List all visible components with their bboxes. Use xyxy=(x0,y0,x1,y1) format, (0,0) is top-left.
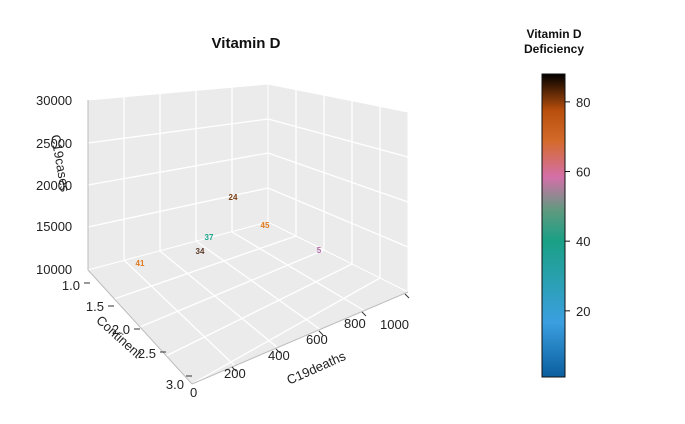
x-tick: 600 xyxy=(306,332,328,347)
x-tick: 800 xyxy=(344,316,366,331)
colorbar-ticks: 20 40 60 80 xyxy=(565,95,590,319)
axes-box xyxy=(87,100,409,385)
z-tick: 10000 xyxy=(36,262,72,277)
y-axis-tick-marks xyxy=(84,282,192,377)
y-tick: 2.5 xyxy=(138,346,156,361)
y-tick: 2.0 xyxy=(112,322,130,337)
chart-title: Vitamin D xyxy=(212,35,281,52)
z-axis-ticks: 30000 25000 20000 15000 10000 xyxy=(36,93,72,277)
colorbar-tick-label: 80 xyxy=(576,95,590,110)
x-axis-ticks: 0 200 400 600 800 1000 xyxy=(190,316,409,400)
x-tick: 1000 xyxy=(380,317,409,332)
y-axis-ticks: 1.0 1.5 2.0 2.5 3.0 xyxy=(62,278,184,392)
data-point-label: 34 xyxy=(196,247,205,256)
colorbar-title-line2: Deficiency xyxy=(524,42,584,56)
z-tick: 25000 xyxy=(36,136,72,151)
data-point-label: 5 xyxy=(317,246,322,255)
colorbar: Vitamin D Deficiency 20 40 60 80 xyxy=(524,27,590,378)
z-tick: 15000 xyxy=(36,219,72,234)
colorbar-tick-label: 20 xyxy=(576,304,590,319)
z-tick: 20000 xyxy=(36,178,72,193)
x-tick: 200 xyxy=(224,366,246,381)
x-tick: 400 xyxy=(268,348,290,363)
colorbar-gradient xyxy=(541,73,566,378)
data-point-label: 24 xyxy=(229,193,238,202)
x-tick: 0 xyxy=(190,385,197,400)
colorbar-tick-label: 60 xyxy=(576,165,590,180)
data-point-label: 45 xyxy=(261,221,270,230)
z-tick: 30000 xyxy=(36,93,72,108)
colorbar-tick-label: 40 xyxy=(576,234,590,249)
data-point-label: 41 xyxy=(136,259,145,268)
gridlines xyxy=(87,87,409,385)
colorbar-title-line1: Vitamin D xyxy=(526,27,581,41)
x-axis-label: C19deaths xyxy=(284,348,348,387)
y-tick: 3.0 xyxy=(166,377,184,392)
y-tick: 1.0 xyxy=(62,278,80,293)
y-tick: 1.5 xyxy=(86,299,104,314)
x-axis-tick-marks xyxy=(231,293,410,372)
data-point-label: 37 xyxy=(205,233,214,242)
